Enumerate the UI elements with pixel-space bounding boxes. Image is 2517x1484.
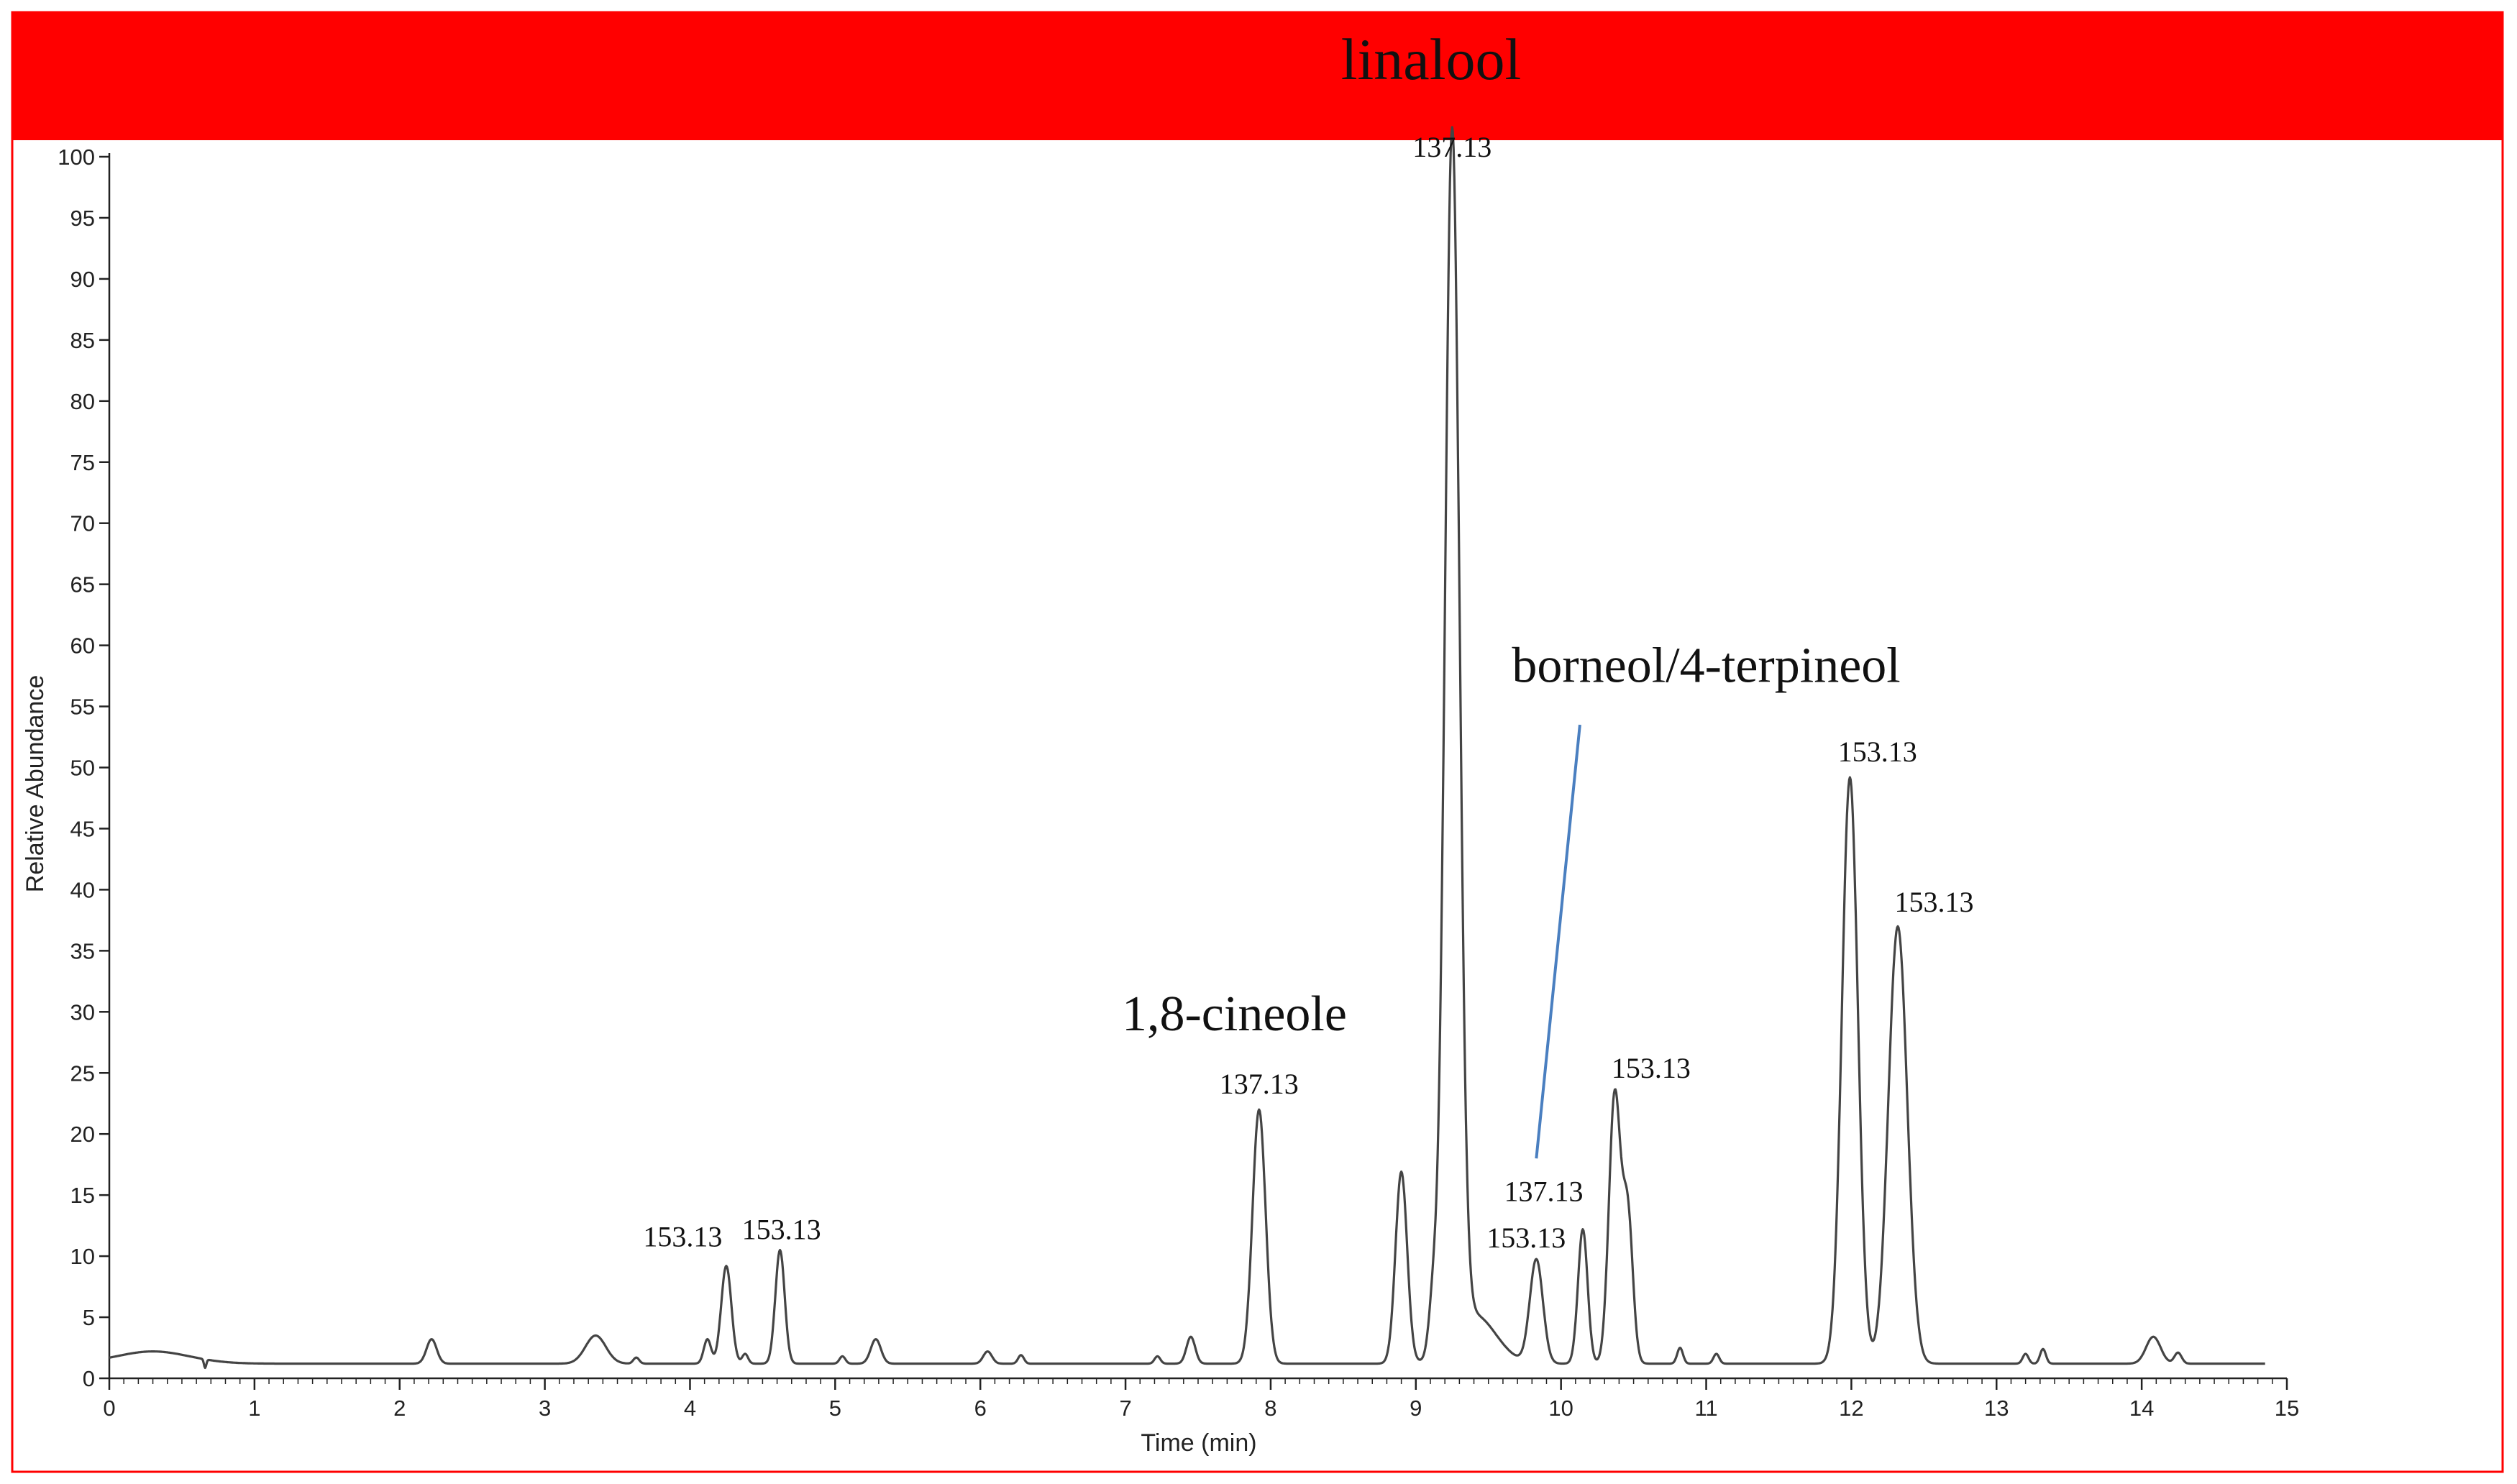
x-tick-label: 9 [1410, 1396, 1422, 1421]
y-tick-label: 95 [70, 206, 95, 231]
y-tick-label: 100 [58, 145, 95, 170]
y-axis-label: Relative Abundance [22, 675, 49, 892]
chromatogram-trace [109, 126, 2266, 1370]
y-tick-label: 90 [70, 267, 95, 292]
compound-annotations: 1,8-cineole borneol/4-terpineol [1122, 638, 1901, 1042]
chart-title: linalool [1341, 27, 1522, 92]
x-tick-label: 13 [1984, 1396, 2009, 1421]
title-banner [12, 12, 2503, 140]
compound-annotation: borneol/4-terpineol [1512, 638, 1900, 694]
y-tick-label: 30 [70, 999, 95, 1025]
peak-label: 153.13 [742, 1213, 821, 1245]
y-tick-label: 15 [70, 1183, 95, 1208]
x-tick-label: 2 [393, 1396, 406, 1421]
peak-label: 153.13 [1612, 1052, 1691, 1084]
peak-label: 137.13 [1412, 131, 1492, 163]
y-tick-label: 5 [83, 1305, 95, 1330]
x-tick-label: 4 [684, 1396, 696, 1421]
y-tick-label: 80 [70, 389, 95, 414]
y-tick-label: 40 [70, 877, 95, 902]
compound-annotation: 1,8-cineole [1122, 986, 1347, 1042]
x-tick-label: 5 [829, 1396, 841, 1421]
x-tick-label: 11 [1694, 1396, 1717, 1421]
x-tick-label: 7 [1119, 1396, 1131, 1421]
y-axis: 0 5 10 15 20 25 30 35 40 45 50 55 60 65 70 75 80 85 90 95 10… [58, 145, 111, 1391]
y-tick-label: 10 [70, 1244, 95, 1269]
x-axis: 0 1 2 3 4 5 6 7 8 9 10 11 12 13 14 15 [103, 1377, 2299, 1421]
peak-label: 153.13 [643, 1221, 722, 1253]
y-tick-label: 55 [70, 695, 95, 720]
y-tick-label: 0 [83, 1366, 95, 1391]
x-tick-label: 15 [2275, 1396, 2299, 1421]
y-tick-label: 35 [70, 938, 95, 963]
x-tick-label: 1 [248, 1396, 260, 1421]
x-tick-label: 14 [2129, 1396, 2154, 1421]
peak-label: 153.13 [1486, 1222, 1566, 1254]
y-tick-label: 50 [70, 756, 95, 781]
y-tick-label: 45 [70, 816, 95, 841]
x-tick-label: 6 [974, 1396, 987, 1421]
x-tick-label: 0 [103, 1396, 115, 1421]
y-tick-label: 75 [70, 450, 95, 475]
x-tick-label: 8 [1264, 1396, 1276, 1421]
figure-frame [11, 11, 2504, 1473]
y-tick-label: 25 [70, 1061, 95, 1086]
x-tick-label: 3 [539, 1396, 551, 1421]
peak-label: 153.13 [1838, 736, 1917, 768]
y-tick-label: 70 [70, 511, 95, 536]
y-tick-label: 60 [70, 633, 95, 659]
y-tick-label: 85 [70, 328, 95, 353]
y-tick-label: 20 [70, 1122, 95, 1147]
x-tick-label: 12 [1839, 1396, 1863, 1421]
peak-labels: 137.13 153.13 153.13 137.13 137.13 153.13 153.… [643, 131, 1973, 1254]
peak-label: 153.13 [1894, 886, 1973, 918]
peak-label: 137.13 [1220, 1068, 1299, 1100]
annotation-pointer-line [1535, 724, 1581, 1159]
x-axis-label: Time (min) [1141, 1429, 1256, 1457]
peak-label: 137.13 [1504, 1176, 1583, 1208]
x-tick-label: 10 [1548, 1396, 1573, 1421]
y-tick-label: 65 [70, 572, 95, 597]
